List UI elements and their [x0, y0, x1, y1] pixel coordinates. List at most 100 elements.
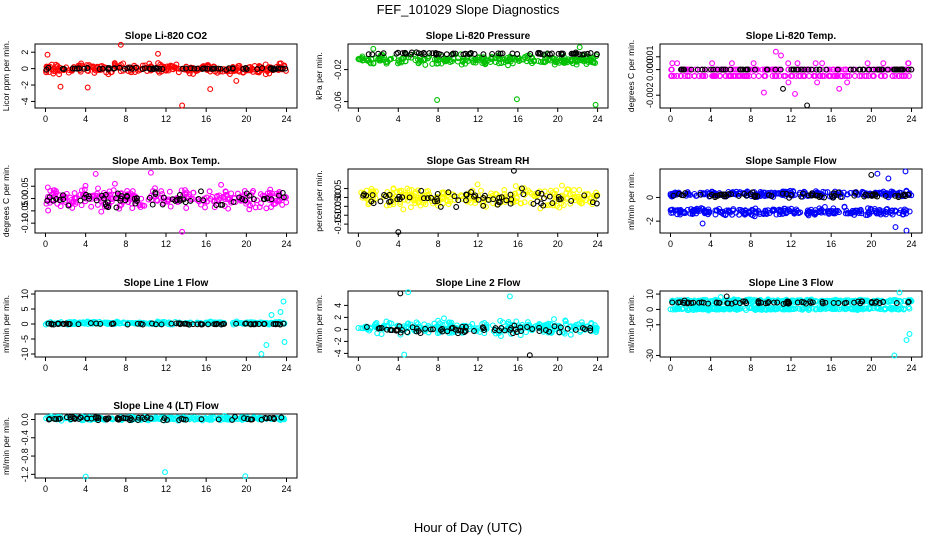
data-point [689, 306, 696, 313]
data-point [819, 60, 826, 67]
data-point [277, 309, 284, 315]
data-point [704, 189, 711, 196]
data-point [200, 197, 207, 204]
data-point [129, 188, 136, 195]
data-point [365, 51, 372, 58]
x-tick-label: 24 [593, 114, 603, 124]
data-point [728, 73, 734, 79]
data-point [677, 209, 684, 216]
data-point [187, 65, 194, 72]
data-point [242, 473, 249, 480]
data-point [513, 195, 520, 202]
data-point [363, 192, 370, 199]
data-point [359, 55, 366, 62]
data-point [876, 300, 883, 306]
data-point [223, 66, 230, 73]
data-point [134, 320, 141, 327]
data-point [520, 191, 527, 198]
panel-2: Slope Li-820 Pressure kPa per min. 0 4 8 12 16… [314, 31, 609, 124]
data-point [827, 305, 834, 312]
y-tick-label: 10 [20, 289, 30, 299]
y-axis-label: ml/min per min. [626, 295, 636, 353]
data-point [764, 300, 771, 306]
data-point [149, 201, 156, 208]
y-tick-label: 2 [20, 50, 30, 55]
data-point [408, 192, 414, 199]
data-point [182, 187, 188, 194]
data-point [386, 56, 393, 63]
data-point [749, 212, 756, 219]
data-point [46, 415, 53, 422]
data-point [579, 51, 586, 58]
data-point [864, 60, 871, 67]
data-point [250, 66, 257, 73]
data-point [778, 52, 784, 59]
data-point [399, 194, 406, 201]
data-point [546, 328, 553, 335]
data-point [375, 325, 382, 332]
data-point [462, 197, 469, 204]
data-point [761, 66, 768, 73]
panel-title: Slope Li-820 Temp. [746, 31, 837, 42]
data-point [431, 320, 438, 327]
data-point [783, 209, 790, 216]
data-point [906, 208, 913, 215]
data-point [133, 198, 140, 204]
data-point [832, 73, 839, 79]
data-point [511, 322, 518, 329]
data-point [835, 300, 842, 306]
data-point [788, 66, 795, 73]
data-point [512, 183, 519, 190]
data-point [696, 73, 703, 79]
data-point [834, 73, 841, 79]
data-point [418, 187, 425, 194]
data-point [756, 209, 763, 216]
y-tick-label: -0.05 [333, 196, 343, 217]
data-point [369, 51, 376, 58]
data-point [473, 328, 480, 335]
data-point [63, 414, 70, 421]
data-point [852, 189, 859, 196]
data-point [113, 204, 120, 211]
data-point [480, 325, 487, 332]
x-tick-label: 16 [826, 114, 836, 124]
data-point [73, 195, 80, 201]
data-point [740, 298, 747, 305]
data-point [544, 50, 551, 57]
data-point [851, 299, 858, 306]
data-point [555, 50, 562, 57]
data-point [424, 195, 431, 202]
data-point [713, 207, 720, 214]
data-point [458, 61, 465, 68]
data-point [53, 188, 59, 195]
data-point [730, 206, 737, 213]
data-point [866, 211, 873, 218]
data-point [564, 325, 571, 332]
data-point [799, 306, 806, 313]
points [43, 169, 290, 235]
data-point [744, 66, 751, 73]
data-point [793, 66, 800, 73]
data-point [785, 300, 792, 307]
data-point [480, 198, 487, 205]
data-point [772, 48, 779, 55]
y-tick-label: -10 [645, 318, 655, 331]
data-point [95, 185, 101, 192]
data-point [834, 207, 841, 214]
data-point [481, 192, 488, 199]
panel-1: Slope Li-820 CO2 Licor ppm per min. 0 4 8 12 1… [1, 31, 298, 124]
data-point [381, 54, 388, 61]
data-point [693, 306, 700, 313]
data-point [713, 299, 720, 306]
x-tick-label: 8 [123, 484, 128, 494]
data-point [716, 306, 723, 313]
data-point [472, 192, 479, 199]
y-tick-label: -1.2 [20, 467, 30, 483]
data-point [893, 66, 900, 73]
data-point [367, 60, 374, 67]
data-point [718, 191, 725, 198]
data-point [483, 203, 489, 210]
y-axis-label: degrees C per min. [626, 40, 636, 112]
data-point [255, 416, 262, 423]
data-point [531, 58, 537, 64]
